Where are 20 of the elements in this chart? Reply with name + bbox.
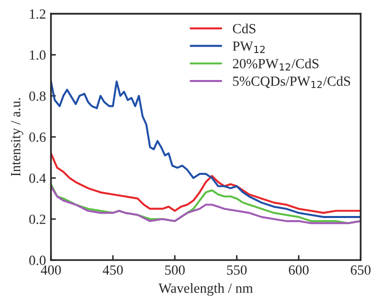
y-tick-label: 0.2 <box>29 214 46 224</box>
y-tick-label: 0.8 <box>29 91 46 101</box>
legend-label: 5%CQDs/PW$_{12}$/CdS <box>233 76 350 88</box>
y-tick-label: 0.0 <box>29 256 46 266</box>
x-tick-label: 550 <box>227 265 247 275</box>
x-tick-label: 650 <box>350 265 371 275</box>
line-series <box>50 152 361 214</box>
legend-label: CdS <box>232 24 256 34</box>
y-tick-label: 1.0 <box>30 50 46 60</box>
x-tick-label: 500 <box>165 265 185 275</box>
y-tick-label: 0.6 <box>29 132 46 142</box>
y-tick-label: 1.2 <box>30 9 46 19</box>
x-tick-label: 450 <box>102 265 123 275</box>
legend-label: 20%PW$_{12}$/CdS <box>232 58 318 70</box>
y-axis-title: Intensity / a.u. <box>10 98 24 176</box>
x-tick-label: 600 <box>288 265 309 275</box>
x-tick-label: 400 <box>40 265 61 275</box>
y-tick-label: 0.4 <box>29 174 46 184</box>
x-axis-title: Wavelength / nm <box>158 283 253 296</box>
legend-label: PW$_{12}$ <box>232 42 265 53</box>
